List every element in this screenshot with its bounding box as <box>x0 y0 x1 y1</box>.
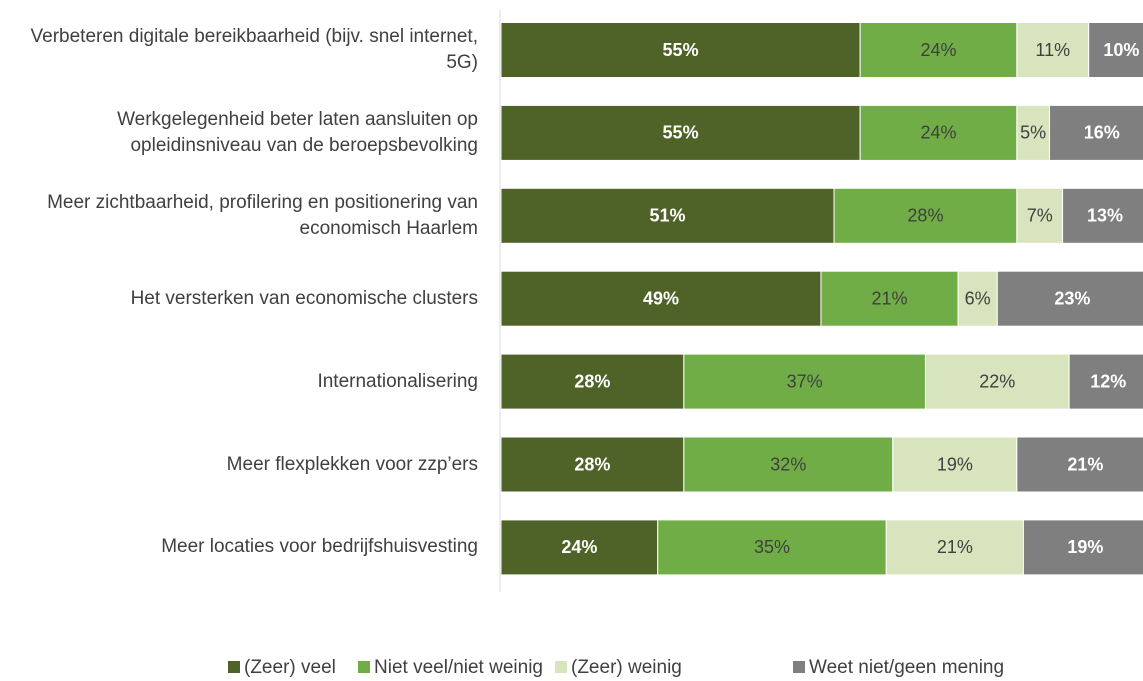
data-label: 49% <box>643 288 679 308</box>
bar-segment <box>892 436 1018 493</box>
data-label: 24% <box>920 40 956 60</box>
bar-segment <box>996 270 1143 327</box>
legend-label: (Zeer) weinig <box>571 657 682 678</box>
legend-label: Weet niet/geen mening <box>809 657 1004 678</box>
bar-segment <box>500 22 861 78</box>
category-label: Meer zichtbaarheid, profilering en posit… <box>0 186 478 246</box>
bar-segment <box>683 436 894 493</box>
legend-swatch <box>358 661 370 673</box>
category-text: Verbeteren digitale bereikbaarheid (bijv… <box>30 26 478 73</box>
data-label: 32% <box>770 454 806 474</box>
bar-segment <box>500 104 861 161</box>
category-text: Meer flexplekken voor zzp’ers <box>226 453 478 475</box>
bar-segment <box>500 353 685 410</box>
data-label: 11% <box>1035 40 1070 60</box>
category-text: Internationalisering <box>317 370 478 392</box>
data-label: 5% <box>1020 123 1046 143</box>
data-label: 28% <box>574 371 610 391</box>
category-text: Meer locaties voor bedrijfshuisvesting <box>161 536 478 558</box>
data-label: 19% <box>1067 537 1103 557</box>
category-text: Werkgelegenheid beter laten aansluiten o… <box>117 108 478 156</box>
data-label: 51% <box>649 206 685 226</box>
data-label: 16% <box>1084 123 1120 143</box>
legend-label: Niet veel/niet weinig <box>374 657 543 678</box>
bar-segment <box>924 353 1070 410</box>
category-label: Werkgelegenheid beter laten aansluiten o… <box>0 103 478 163</box>
data-label: 21% <box>937 537 973 557</box>
data-label: 19% <box>937 454 973 474</box>
category-label: Meer locaties voor bedrijfshuisvesting <box>0 517 478 577</box>
bar-segment <box>1016 187 1064 244</box>
legend-swatch <box>555 661 567 673</box>
bar-segment <box>500 270 822 327</box>
data-label: 7% <box>1027 206 1053 226</box>
bar-segment <box>683 353 926 410</box>
legend-label: (Zeer) veel <box>244 657 336 678</box>
data-label: 55% <box>663 40 699 60</box>
bar-segment <box>1016 104 1051 161</box>
bar-segment <box>500 519 659 576</box>
data-label: 13% <box>1087 206 1123 226</box>
bar-segment <box>1016 436 1143 493</box>
category-label: Verbeteren digitale bereikbaarheid (bijv… <box>0 20 478 80</box>
data-label: 24% <box>561 537 597 557</box>
data-label: 35% <box>754 537 790 557</box>
bar-segment <box>500 187 835 244</box>
bar-segment <box>1068 353 1143 410</box>
data-label: 24% <box>920 123 956 143</box>
category-text: Het versterken van economische clusters <box>130 287 478 309</box>
bar-segment <box>1016 22 1090 78</box>
category-text: Meer zichtbaarheid, profilering en posit… <box>47 191 478 239</box>
data-label: 12% <box>1090 371 1126 391</box>
data-label: 21% <box>1067 454 1103 474</box>
data-label: 28% <box>907 206 943 226</box>
data-label: 37% <box>787 371 823 391</box>
data-label: 28% <box>574 454 610 474</box>
bar-segment <box>859 104 1018 161</box>
data-label: 6% <box>965 288 991 308</box>
legend-swatch <box>228 661 240 673</box>
category-label: Internationalisering <box>0 352 478 412</box>
data-label: 21% <box>872 288 908 308</box>
data-label: 22% <box>979 371 1015 391</box>
data-label: 10% <box>1103 40 1139 60</box>
bar-segment <box>833 187 1018 244</box>
bar-segment <box>657 519 887 576</box>
data-label: 55% <box>663 123 699 143</box>
bar-segment <box>1062 187 1143 244</box>
bar-segment <box>820 270 959 327</box>
category-label: Meer flexplekken voor zzp’ers <box>0 435 478 495</box>
bar-segment <box>1022 519 1143 576</box>
bar-segment <box>500 436 685 493</box>
data-label: 23% <box>1054 288 1090 308</box>
bar-segment <box>1088 22 1143 78</box>
legend-swatch <box>793 661 805 673</box>
bar-segment <box>1049 104 1143 161</box>
category-label: Het versterken van economische clusters <box>0 269 478 329</box>
bar-segment <box>859 22 1018 78</box>
